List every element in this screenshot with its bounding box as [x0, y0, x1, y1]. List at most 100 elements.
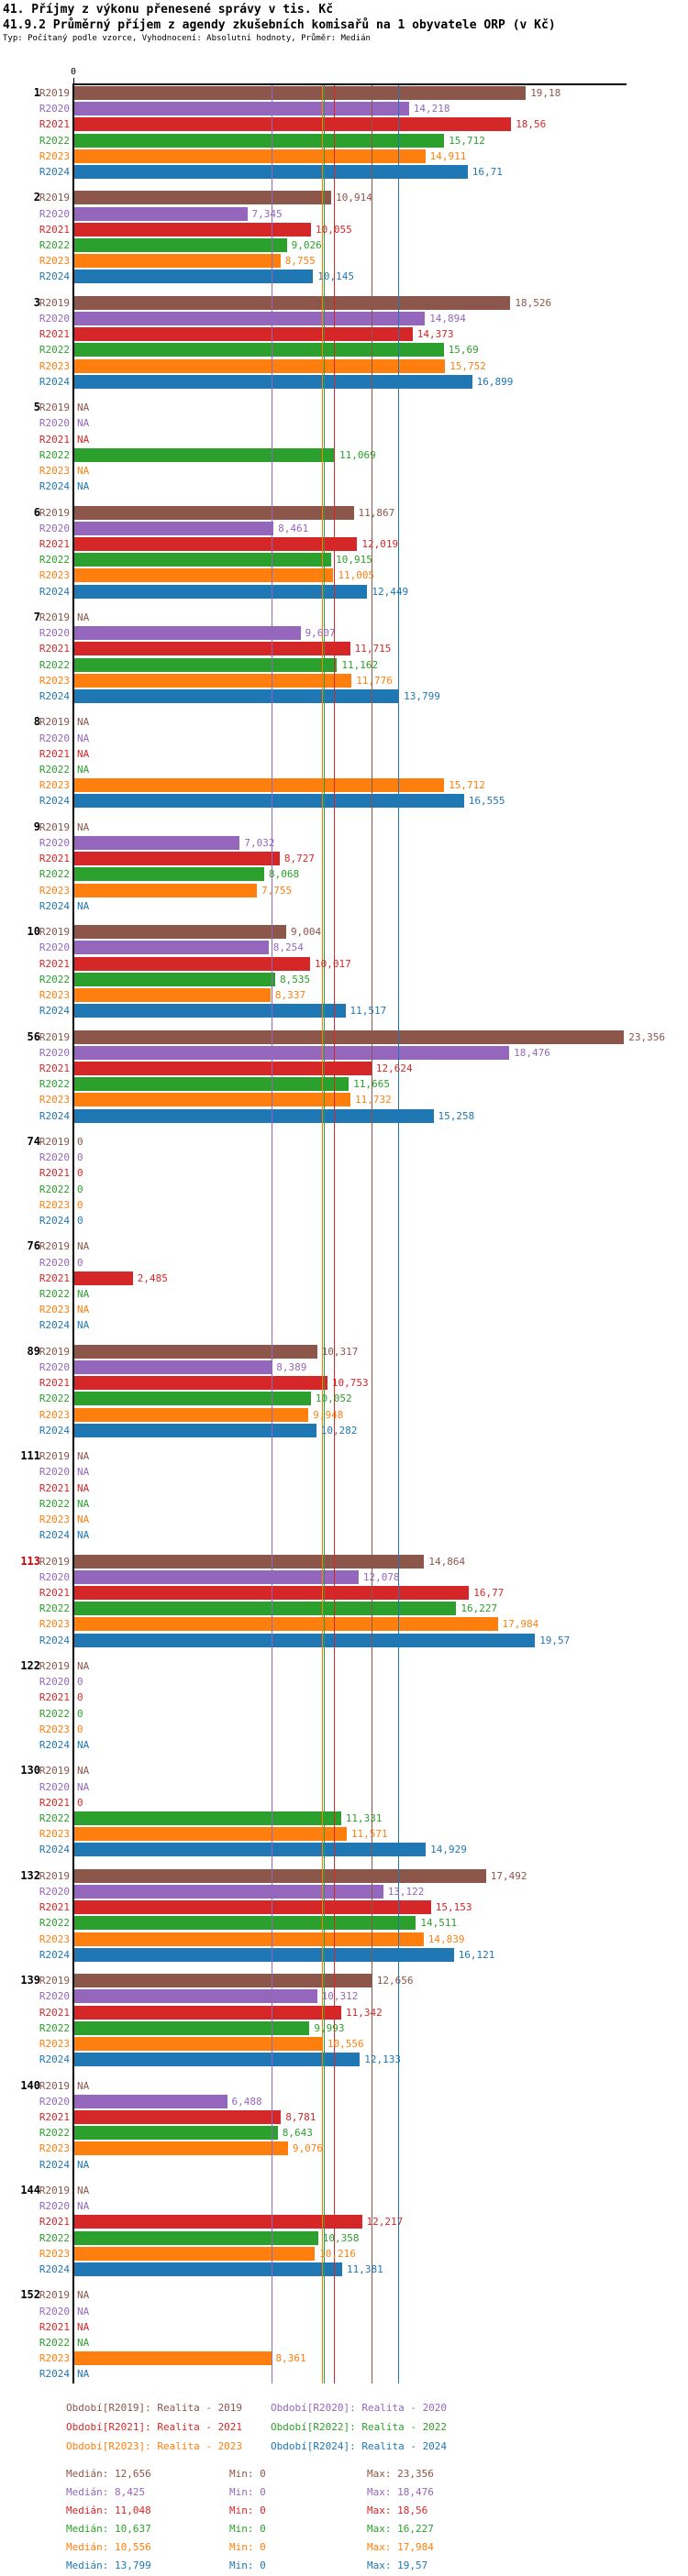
series-row-label-R2019: R2019: [39, 1869, 70, 1882]
series-row-label-R2022: R2022: [39, 2021, 70, 2034]
series-row-label-R2019: R2019: [39, 192, 70, 204]
bar-value-label: 7,755: [261, 884, 293, 897]
zero-value-label: 0: [77, 1215, 83, 1227]
series-row-label-R2020: R2020: [39, 522, 70, 534]
bar-value-label: 10,753: [331, 1377, 369, 1390]
bar-value-label: 7,032: [244, 837, 275, 849]
series-row-label-R2023: R2023: [39, 569, 70, 582]
bar-value-label: 8,535: [280, 973, 311, 985]
bar-R2020: [74, 1569, 359, 1584]
group-label: 8: [33, 715, 40, 729]
series-row-label-R2019: R2019: [39, 1555, 70, 1568]
series-row-label-R2020: R2020: [39, 837, 70, 849]
bar-value-label: 15,752: [449, 359, 486, 372]
series-row-label-R2024: R2024: [39, 1634, 70, 1646]
series-row-label-R2021: R2021: [39, 2216, 70, 2229]
group-label: 10: [27, 925, 40, 939]
series-row-label-R2024: R2024: [39, 480, 70, 493]
group-label: 132: [20, 1868, 40, 1882]
chart-title-line2: 41.9.2 Průměrný příjem z agendy zkušební…: [3, 18, 556, 32]
bar-R2019: [74, 86, 527, 100]
series-row-label-R2022: R2022: [39, 764, 70, 776]
na-label: NA: [77, 1497, 90, 1510]
series-row-label-R2022: R2022: [39, 658, 70, 671]
na-label: NA: [77, 611, 90, 623]
series-row-label-R2019: R2019: [39, 1345, 70, 1358]
bar-value-label: 19,57: [539, 1634, 571, 1646]
bar-value-label: 6,488: [231, 2095, 262, 2108]
group-label: 152: [20, 2288, 40, 2302]
bar-R2019: [74, 505, 354, 520]
series-row-label-R2024: R2024: [39, 795, 70, 808]
bar-R2023: [74, 1093, 350, 1107]
bar-R2020: [74, 2094, 227, 2108]
series-row-label-R2024: R2024: [39, 1319, 70, 1332]
na-label: NA: [77, 2185, 90, 2196]
na-label: NA: [77, 1288, 90, 1300]
group-label: 122: [20, 1659, 40, 1672]
series-row-label-R2019: R2019: [39, 926, 70, 939]
series-row-label-R2022: R2022: [39, 868, 70, 881]
na-label: NA: [77, 1481, 90, 1494]
bar-value-label: 17,492: [490, 1869, 527, 1882]
group-label: 6: [33, 505, 40, 519]
series-row-label-R2024: R2024: [39, 2158, 70, 2171]
bar-R2024: [74, 165, 468, 179]
bar-R2021: [74, 1900, 431, 1915]
series-row-label-R2024: R2024: [39, 375, 70, 388]
group-label: 113: [20, 1554, 40, 1568]
bar-value-label: 11,342: [346, 2006, 383, 2019]
na-label: NA: [77, 1660, 90, 1672]
group-label: 140: [20, 2078, 40, 2092]
bar-value-label: 9,004: [291, 926, 322, 939]
group-label: 3: [33, 295, 40, 309]
series-row-label-R2022: R2022: [39, 1393, 70, 1405]
series-row-label-R2021: R2021: [39, 1271, 70, 1284]
series-row-label-R2022: R2022: [39, 1497, 70, 1510]
bar-R2022: [74, 1077, 350, 1092]
na-label: NA: [77, 732, 90, 744]
series-row-label-R2024: R2024: [39, 1215, 70, 1227]
bar-value-label: 13,122: [387, 1886, 425, 1898]
bar-value-label: 9,948: [313, 1408, 344, 1421]
series-row-label-R2020: R2020: [39, 1780, 70, 1793]
bar-R2022: [74, 657, 338, 672]
series-row-label-R2021: R2021: [39, 1691, 70, 1704]
legend-item-R2024: Období[R2024]: Realita - 2024: [271, 2440, 448, 2452]
series-row-label-R2021: R2021: [39, 328, 70, 341]
na-label: NA: [77, 716, 90, 729]
series-row-label-R2023: R2023: [39, 1723, 70, 1735]
bar-value-label: 11,715: [354, 643, 392, 655]
series-row-label-R2020: R2020: [39, 103, 70, 116]
bar-R2022: [74, 343, 444, 358]
stat-min-R2019: Min: 0: [229, 2468, 266, 2480]
bar-value-label: 14,911: [429, 149, 467, 162]
bar-R2022: [74, 1811, 341, 1825]
series-row-label-R2024: R2024: [39, 690, 70, 702]
series-row-label-R2022: R2022: [39, 448, 70, 461]
series-row-label-R2020: R2020: [39, 2305, 70, 2317]
zero-value-label: 0: [77, 1151, 83, 1164]
series-row-label-R2022: R2022: [39, 1183, 70, 1195]
series-row-label-R2023: R2023: [39, 674, 70, 687]
bar-R2020: [74, 1989, 317, 2004]
legend-item-R2021: Období[R2021]: Realita - 2021: [66, 2421, 243, 2433]
series-row-label-R2022: R2022: [39, 2337, 70, 2349]
bar-value-label: 12,656: [376, 1975, 414, 1987]
series-row-label-R2022: R2022: [39, 344, 70, 357]
series-row-label-R2024: R2024: [39, 1739, 70, 1751]
series-row-label-R2022: R2022: [39, 1917, 70, 1930]
legend-item-R2019: Období[R2019]: Realita - 2019: [66, 2402, 243, 2414]
zero-value-label: 0: [77, 1676, 83, 1689]
bar-value-label: 10,914: [336, 192, 372, 204]
series-row-label-R2020: R2020: [39, 2095, 70, 2108]
bar-value-label: 8,727: [283, 853, 316, 865]
bar-R2023: [74, 1827, 347, 1842]
chart-subtitle: Typ: Počítaný podle vzorce, Vyhodnocení:…: [3, 34, 371, 43]
series-row-label-R2023: R2023: [39, 1828, 70, 1841]
series-row-label-R2019: R2019: [39, 2185, 70, 2196]
bar-value-label: 12,449: [372, 585, 409, 598]
bar-value-label: 10,358: [322, 2231, 360, 2244]
stat-max-R2019: Max: 23,356: [367, 2468, 434, 2480]
zero-value-label: 0: [77, 1136, 83, 1148]
